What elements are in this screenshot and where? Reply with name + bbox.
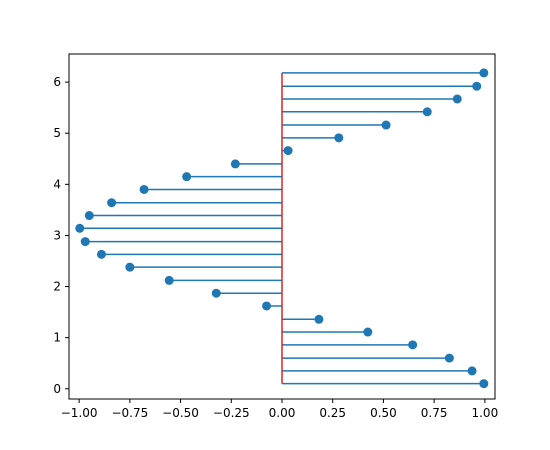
stem-marker bbox=[479, 68, 489, 78]
x-tick-label: 1.00 bbox=[471, 406, 498, 420]
stem-marker bbox=[408, 340, 418, 350]
y-axis-ticks: 0 1 2 3 4 5 6 bbox=[53, 75, 69, 396]
stem-marker bbox=[164, 275, 174, 285]
x-tick-label: 0.25 bbox=[319, 406, 346, 420]
stem-marker bbox=[75, 223, 85, 233]
stem-marker bbox=[211, 288, 221, 298]
stem-marker bbox=[363, 327, 373, 337]
y-tick-label: 6 bbox=[53, 75, 61, 89]
stem-marker bbox=[422, 107, 432, 117]
y-tick-label: 2 bbox=[53, 280, 61, 294]
x-tick-label: 0.50 bbox=[370, 406, 397, 420]
stem-marker bbox=[230, 159, 240, 169]
stem-markers bbox=[75, 68, 489, 389]
x-tick-label: −1.00 bbox=[61, 406, 98, 420]
y-tick-label: 3 bbox=[53, 228, 61, 242]
stem-marker bbox=[107, 198, 117, 208]
x-tick-label: 0.00 bbox=[269, 406, 296, 420]
stem-marker bbox=[314, 314, 324, 324]
stem-lines bbox=[79, 72, 484, 385]
stem-marker bbox=[467, 366, 477, 376]
stem-marker bbox=[182, 172, 192, 182]
stem-marker bbox=[262, 301, 272, 311]
y-tick-label: 0 bbox=[53, 382, 61, 396]
stem-marker bbox=[472, 81, 482, 91]
stem-marker bbox=[125, 262, 135, 272]
stem-marker bbox=[444, 353, 454, 363]
x-tick-label: −0.25 bbox=[213, 406, 250, 420]
y-tick-label: 4 bbox=[53, 177, 61, 191]
stem-marker bbox=[84, 211, 94, 221]
stem-marker bbox=[479, 379, 489, 389]
y-tick-label: 5 bbox=[53, 126, 61, 140]
x-axis-ticks: −1.00 −0.75 −0.50 −0.25 0.00 0.25 0.50 0.75 1.00 bbox=[61, 399, 498, 420]
stem-marker bbox=[334, 133, 344, 143]
stem-marker bbox=[80, 237, 90, 247]
stem-marker bbox=[381, 120, 391, 130]
stem-marker bbox=[452, 94, 462, 104]
stem-marker bbox=[283, 146, 293, 156]
x-tick-label: −0.50 bbox=[162, 406, 199, 420]
y-tick-label: 1 bbox=[53, 331, 61, 345]
stem-marker bbox=[96, 249, 106, 259]
x-tick-label: 0.75 bbox=[421, 406, 448, 420]
stem-marker bbox=[139, 184, 149, 194]
x-tick-label: −0.75 bbox=[111, 406, 148, 420]
